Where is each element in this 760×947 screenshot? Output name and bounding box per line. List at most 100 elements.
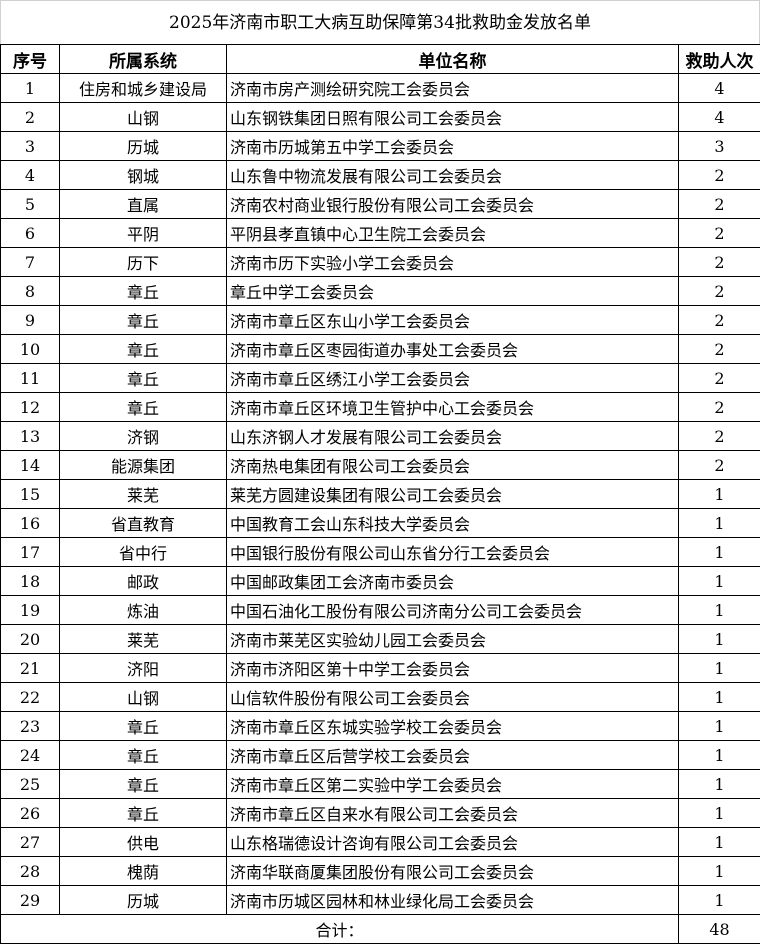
cell-no: 23 [0,711,60,741]
cell-unit: 济南农村商业银行股份有限公司工会委员会 [226,189,679,219]
cell-unit: 济南市章丘区绣江小学工会委员会 [226,363,679,393]
cell-unit: 山东济钢人才发展有限公司工会委员会 [226,421,679,451]
cell-count: 2 [678,392,760,422]
cell-system: 莱芜 [59,479,227,509]
cell-count: 1 [678,508,760,538]
cell-no: 5 [0,189,60,219]
table-row: 21 济阳 济南市济阳区第十中学工会委员会 1 [0,653,760,683]
cell-count: 1 [678,537,760,567]
cell-unit: 山信软件股份有限公司工会委员会 [226,682,679,712]
table-row: 23 章丘 济南市章丘区东城实验学校工会委员会 1 [0,711,760,741]
total-row: 合计： 48 [0,914,760,944]
cell-system: 章丘 [59,305,227,335]
cell-system: 历城 [59,885,227,915]
table-row: 20 莱芜 济南市莱芜区实验幼儿园工会委员会 1 [0,624,760,654]
cell-no: 15 [0,479,60,509]
cell-no: 7 [0,247,60,277]
cell-count: 1 [678,682,760,712]
cell-system: 供电 [59,827,227,857]
table-row: 16 省直教育 中国教育工会山东科技大学委员会 1 [0,508,760,538]
cell-unit: 济南市历下实验小学工会委员会 [226,247,679,277]
cell-count: 2 [678,276,760,306]
cell-unit: 平阴县孝直镇中心卫生院工会委员会 [226,218,679,248]
cell-no: 25 [0,769,60,799]
cell-count: 1 [678,595,760,625]
cell-no: 20 [0,624,60,654]
header-count: 救助人次 [678,44,760,74]
cell-no: 13 [0,421,60,451]
document-title: 2025年济南市职工大病互助保障第34批救助金发放名单 [0,0,760,44]
header-row: 序号 所属系统 单位名称 救助人次 [0,44,760,74]
cell-count: 1 [678,711,760,741]
cell-no: 27 [0,827,60,857]
table-row: 9 章丘 济南市章丘区东山小学工会委员会 2 [0,305,760,335]
cell-unit: 中国银行股份有限公司山东省分行工会委员会 [226,537,679,567]
table-row: 17 省中行 中国银行股份有限公司山东省分行工会委员会 1 [0,537,760,567]
cell-system: 章丘 [59,392,227,422]
table-row: 12 章丘 济南市章丘区环境卫生管护中心工会委员会 2 [0,392,760,422]
table-row: 29 历城 济南市历城区园林和林业绿化局工会委员会 1 [0,885,760,915]
cell-unit: 济南热电集团有限公司工会委员会 [226,450,679,480]
cell-no: 11 [0,363,60,393]
cell-count: 1 [678,827,760,857]
cell-unit: 济南市历城区园林和林业绿化局工会委员会 [226,885,679,915]
table-row: 15 莱芜 莱芜方圆建设集团有限公司工会委员会 1 [0,479,760,509]
cell-no: 9 [0,305,60,335]
cell-system: 山钢 [59,682,227,712]
cell-system: 章丘 [59,276,227,306]
cell-count: 2 [678,305,760,335]
cell-unit: 济南市济阳区第十中学工会委员会 [226,653,679,683]
cell-count: 2 [678,363,760,393]
table-row: 24 章丘 济南市章丘区后营学校工会委员会 1 [0,740,760,770]
cell-unit: 中国石油化工股份有限公司济南分公司工会委员会 [226,595,679,625]
cell-system: 济阳 [59,653,227,683]
cell-no: 16 [0,508,60,538]
cell-count: 2 [678,450,760,480]
table-row: 4 钢城 山东鲁中物流发展有限公司工会委员会 2 [0,160,760,190]
cell-unit: 济南市章丘区第二实验中学工会委员会 [226,769,679,799]
cell-unit: 济南市房产测绘研究院工会委员会 [226,73,679,103]
cell-system: 能源集团 [59,450,227,480]
header-system: 所属系统 [59,44,227,74]
cell-unit: 济南市章丘区枣园街道办事处工会委员会 [226,334,679,364]
cell-count: 2 [678,334,760,364]
cell-no: 29 [0,885,60,915]
cell-count: 1 [678,479,760,509]
cell-no: 6 [0,218,60,248]
table-row: 1 住房和城乡建设局 济南市房产测绘研究院工会委员会 4 [0,73,760,103]
table-row: 22 山钢 山信软件股份有限公司工会委员会 1 [0,682,760,712]
cell-no: 14 [0,450,60,480]
table-row: 18 邮政 中国邮政集团工会济南市委员会 1 [0,566,760,596]
table-row: 28 槐荫 济南华联商厦集团股份有限公司工会委员会 1 [0,856,760,886]
cell-unit: 莱芜方圆建设集团有限公司工会委员会 [226,479,679,509]
cell-unit: 中国邮政集团工会济南市委员会 [226,566,679,596]
table-row: 8 章丘 章丘中学工会委员会 2 [0,276,760,306]
cell-no: 26 [0,798,60,828]
cell-unit: 济南市章丘区东城实验学校工会委员会 [226,711,679,741]
table-row: 11 章丘 济南市章丘区绣江小学工会委员会 2 [0,363,760,393]
cell-unit: 济南市章丘区后营学校工会委员会 [226,740,679,770]
cell-no: 4 [0,160,60,190]
cell-count: 1 [678,856,760,886]
cell-system: 平阴 [59,218,227,248]
cell-system: 章丘 [59,769,227,799]
cell-count: 1 [678,885,760,915]
cell-unit: 济南市章丘区东山小学工会委员会 [226,305,679,335]
cell-system: 山钢 [59,102,227,132]
cell-system: 莱芜 [59,624,227,654]
table-row: 6 平阴 平阴县孝直镇中心卫生院工会委员会 2 [0,218,760,248]
cell-no: 2 [0,102,60,132]
cell-no: 28 [0,856,60,886]
cell-system: 炼油 [59,595,227,625]
table-row: 25 章丘 济南市章丘区第二实验中学工会委员会 1 [0,769,760,799]
cell-system: 历城 [59,131,227,161]
header-unit: 单位名称 [226,44,679,74]
cell-count: 2 [678,247,760,277]
cell-system: 省直教育 [59,508,227,538]
cell-no: 3 [0,131,60,161]
cell-system: 省中行 [59,537,227,567]
cell-count: 1 [678,740,760,770]
cell-system: 章丘 [59,334,227,364]
cell-count: 1 [678,566,760,596]
cell-count: 1 [678,798,760,828]
